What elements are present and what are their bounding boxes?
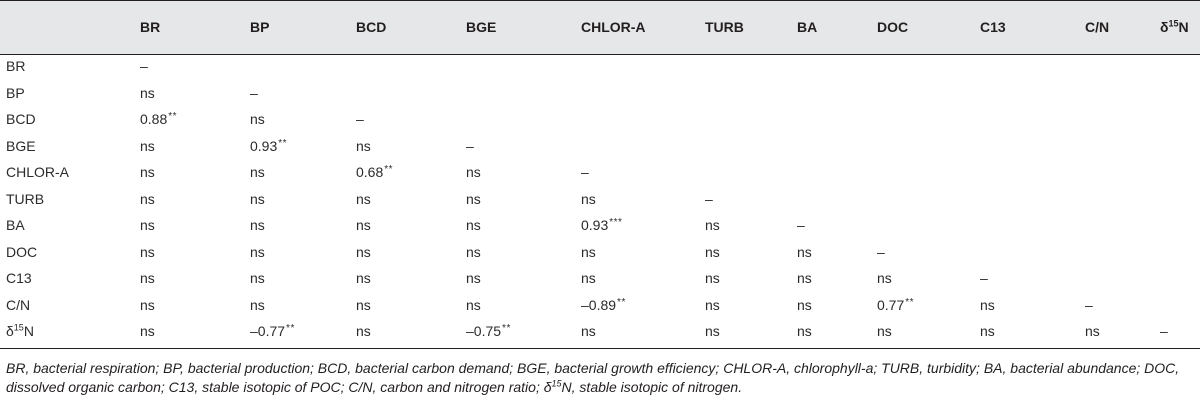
table-cell: ns [140,296,155,313]
table-cell: –0.77** [250,323,295,339]
table-cell: – [356,111,364,127]
column-header: DOC [877,19,909,35]
table-cell: ns [581,323,596,339]
table-cell: – [466,137,474,154]
table-cell: ns [581,243,596,260]
header-rule [0,54,1200,55]
column-header: BGE [466,19,497,35]
table-cell: ns [797,323,812,339]
table-cell: ns [250,164,265,180]
column-header: TURB [705,19,744,35]
table-cell: – [250,84,258,101]
table-cell: ns [705,323,720,339]
table-cell: – [1085,296,1093,313]
table-cell: ns [466,217,481,233]
table-cell: ns [705,217,720,233]
table-cell: 0.68** [356,164,394,180]
row-label: δ15N [6,322,34,339]
table-cell: ns [356,243,371,260]
table-cell: 0.93*** [581,217,623,233]
table-cell: 0.93** [250,137,288,154]
table-cell: ns [466,270,481,286]
table-cell: – [705,190,713,207]
row-label: BA [6,217,25,233]
table-cell: ns [140,243,155,260]
table-cell: ns [797,270,812,286]
bottom-rule [0,348,1200,349]
table-cell: 0.77** [877,296,915,313]
table-cell: ns [356,137,371,154]
table-cell: ns [140,217,155,233]
table-cell: – [877,243,885,260]
table-cell: ns [140,270,155,286]
table-cell: ns [356,190,371,207]
table-cell: –0.75** [466,323,511,339]
table-cell: ns [877,270,892,286]
table-cell: –0.89** [581,296,626,313]
column-header: BP [250,19,270,35]
top-rule [0,0,1200,1]
table-cell: ns [140,323,155,339]
table-cell: – [980,270,988,286]
table-cell: ns [466,190,481,207]
table-cell: ns [356,323,371,339]
table-cell: 0.88** [140,111,178,127]
table-cell: ns [250,270,265,286]
table-cell: ns [250,190,265,207]
row-label: BP [6,84,25,101]
table-cell: ns [356,270,371,286]
column-header: BA [797,19,818,35]
row-label: DOC [6,243,38,260]
table-cell: ns [1085,323,1100,339]
table-cell: ns [140,137,155,154]
table-cell: ns [356,217,371,233]
table-cell: ns [705,243,720,260]
row-label: CHLOR-A [6,164,70,180]
table-cell: ns [980,296,995,313]
row-label: TURB [6,190,45,207]
table-cell: ns [250,243,265,260]
table-cell: ns [466,164,481,180]
table-footnote: BR, bacterial respiration; BP, bacterial… [6,360,1180,395]
table-cell: ns [140,84,155,101]
row-label: BGE [6,137,36,154]
table-cell: ns [250,217,265,233]
column-header: C/N [1085,19,1110,35]
table-header-band [0,0,1200,54]
table-cell: ns [581,270,596,286]
table-cell: ns [877,323,892,339]
table-cell: ns [140,164,155,180]
column-header: BCD [356,19,387,35]
row-label: C13 [6,270,32,286]
column-header: C13 [980,19,1006,35]
column-header: δ15N [1160,18,1189,35]
table-cell: – [797,217,805,233]
row-label: BCD [6,111,36,127]
table-cell: ns [581,190,596,207]
table-cell: ns [140,190,155,207]
table-cell: ns [705,296,720,313]
table-cell: ns [250,111,265,127]
table-cell: ns [980,323,995,339]
column-header: BR [140,19,161,35]
column-header: CHLOR-A [581,19,646,35]
table-cell: ns [250,296,265,313]
table-cell: ns [466,243,481,260]
table-cell: – [140,58,148,74]
table-cell: – [581,164,589,180]
table-cell: ns [356,296,371,313]
table-cell: ns [705,270,720,286]
row-label: C/N [6,296,31,313]
row-label: BR [6,58,26,74]
table-cell: ns [466,296,481,313]
table-cell: – [1160,323,1168,339]
table-cell: ns [797,243,812,260]
table-cell: ns [797,296,812,313]
